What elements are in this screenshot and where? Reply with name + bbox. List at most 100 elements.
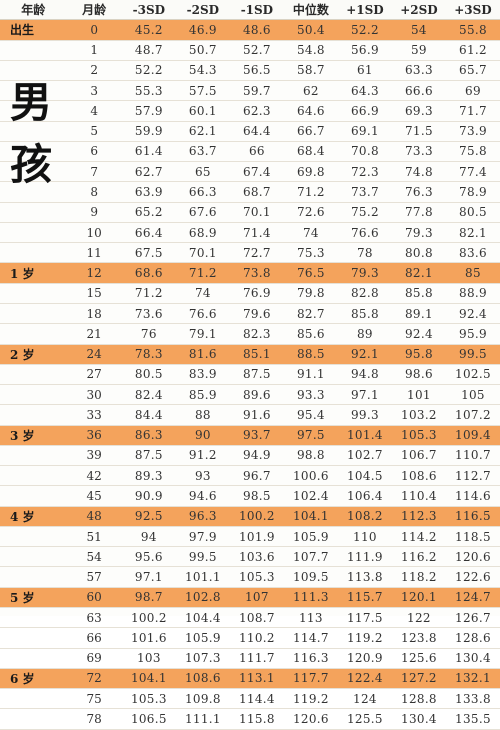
month-cell: 36	[66, 425, 122, 446]
value-cell: 82.7	[283, 303, 338, 325]
value-cell: 92.1	[337, 344, 392, 365]
value-cell: 106.4	[337, 485, 392, 507]
value-cell: 104.4	[175, 607, 230, 629]
month-cell: 69	[66, 648, 122, 669]
value-cell: 83.6	[445, 242, 500, 264]
age-label	[0, 40, 67, 61]
value-cell: 120.1	[391, 587, 446, 608]
age-label: 3 岁	[0, 425, 67, 446]
table-row: 75 105.3 109.8 114.4 119.2 124 128.8 133.8	[0, 688, 500, 710]
value-cell: 68.6	[121, 262, 176, 284]
age-label	[0, 607, 67, 629]
minus1sd-header: -1SD	[229, 0, 284, 21]
value-cell: 73.9	[445, 121, 500, 142]
value-cell: 94.9	[229, 445, 284, 467]
value-cell: 111.3	[283, 587, 338, 608]
value-cell: 59	[391, 40, 446, 61]
value-cell: 114.7	[283, 627, 338, 649]
value-cell: 103	[121, 648, 176, 669]
value-cell: 52.2	[121, 60, 176, 82]
value-cell: 54.8	[283, 40, 338, 61]
table-row: 7 62.7 65 67.4 69.8 72.3 74.8 77.4	[0, 161, 500, 183]
value-cell: 92.4	[445, 303, 500, 325]
value-cell: 110.4	[391, 485, 446, 507]
value-cell: 105.9	[283, 526, 338, 548]
value-cell: 87.5	[121, 445, 176, 467]
value-cell: 107.7	[283, 546, 338, 568]
age-label	[0, 648, 67, 669]
month-cell: 6	[66, 141, 122, 163]
month-header: 月龄	[66, 0, 122, 21]
table-row: 1 48.7 50.7 52.7 54.8 56.9 59 61.2	[0, 40, 500, 61]
month-cell: 33	[66, 404, 122, 426]
month-cell: 39	[66, 445, 122, 467]
value-cell: 76.3	[391, 181, 446, 203]
boy-side-label: 男 孩	[6, 72, 56, 196]
age-label	[0, 202, 67, 223]
age-header: 年龄	[0, 0, 67, 21]
table-row: 5 59.9 62.1 64.4 66.7 69.1 71.5 73.9	[0, 121, 500, 142]
value-cell: 119.2	[283, 688, 338, 710]
value-cell: 97.9	[175, 526, 230, 548]
table-row: 1 岁 12 68.6 71.2 73.8 76.5 79.3 82.1 85	[0, 262, 500, 284]
value-cell: 52.2	[337, 19, 392, 41]
value-cell: 111.1	[175, 708, 230, 730]
table-row: 10 66.4 68.9 71.4 74 76.6 79.3 82.1	[0, 222, 500, 244]
value-cell: 98.5	[229, 485, 284, 507]
table-row: 3 55.3 57.5 59.7 62 64.3 66.6 69	[0, 80, 500, 102]
value-cell: 64.6	[283, 100, 338, 122]
value-cell: 128.8	[391, 688, 446, 710]
value-cell: 119.2	[337, 627, 392, 649]
table-row: 15 71.2 74 76.9 79.8 82.8 85.8 88.9	[0, 283, 500, 304]
value-cell: 71.2	[121, 283, 176, 304]
value-cell: 78	[337, 242, 392, 264]
month-cell: 54	[66, 546, 122, 568]
value-cell: 101.9	[229, 526, 284, 548]
value-cell: 116.3	[283, 648, 338, 669]
value-cell: 63.9	[121, 181, 176, 203]
median-header: 中位数	[283, 0, 338, 21]
value-cell: 56.5	[229, 60, 284, 82]
value-cell: 62.3	[229, 100, 284, 122]
value-cell: 91.2	[175, 445, 230, 467]
value-cell: 61	[337, 60, 392, 82]
value-cell: 66.6	[391, 80, 446, 102]
value-cell: 93.3	[283, 384, 338, 406]
month-cell: 30	[66, 384, 122, 406]
value-cell: 106.5	[121, 708, 176, 730]
value-cell: 88.9	[445, 283, 500, 304]
month-cell: 10	[66, 222, 122, 244]
value-cell: 76.5	[283, 262, 338, 284]
value-cell: 88	[175, 404, 230, 426]
value-cell: 128.6	[445, 627, 500, 649]
value-cell: 62.1	[175, 121, 230, 142]
month-cell: 21	[66, 323, 122, 345]
value-cell: 80.5	[121, 364, 176, 386]
month-cell: 51	[66, 526, 122, 548]
month-cell: 48	[66, 506, 122, 527]
value-cell: 82.4	[121, 384, 176, 406]
value-cell: 127.2	[391, 668, 446, 690]
header-row: 年龄 月龄 -3SD -2SD -1SD 中位数 +1SD +2SD +3SD	[0, 0, 500, 21]
value-cell: 70.1	[229, 202, 284, 223]
value-cell: 91.1	[283, 364, 338, 386]
age-label: 4 岁	[0, 506, 67, 527]
month-cell: 60	[66, 587, 122, 608]
value-cell: 113.1	[229, 668, 284, 690]
table-row: 3 岁 36 86.3 90 93.7 97.5 101.4 105.3 109.4	[0, 425, 500, 446]
value-cell: 67.4	[229, 161, 284, 183]
value-cell: 133.8	[445, 688, 500, 710]
value-cell: 87.5	[229, 364, 284, 386]
value-cell: 84.4	[121, 404, 176, 426]
value-cell: 96.7	[229, 465, 284, 487]
value-cell: 68.4	[283, 141, 338, 163]
value-cell: 48.7	[121, 40, 176, 61]
value-cell: 93.7	[229, 425, 284, 446]
value-cell: 66.4	[121, 222, 176, 244]
value-cell: 76	[121, 323, 176, 345]
minus3sd-header: -3SD	[121, 0, 176, 21]
value-cell: 125.5	[337, 708, 392, 730]
value-cell: 85.6	[283, 323, 338, 345]
age-label	[0, 566, 67, 588]
value-cell: 89	[337, 323, 392, 345]
